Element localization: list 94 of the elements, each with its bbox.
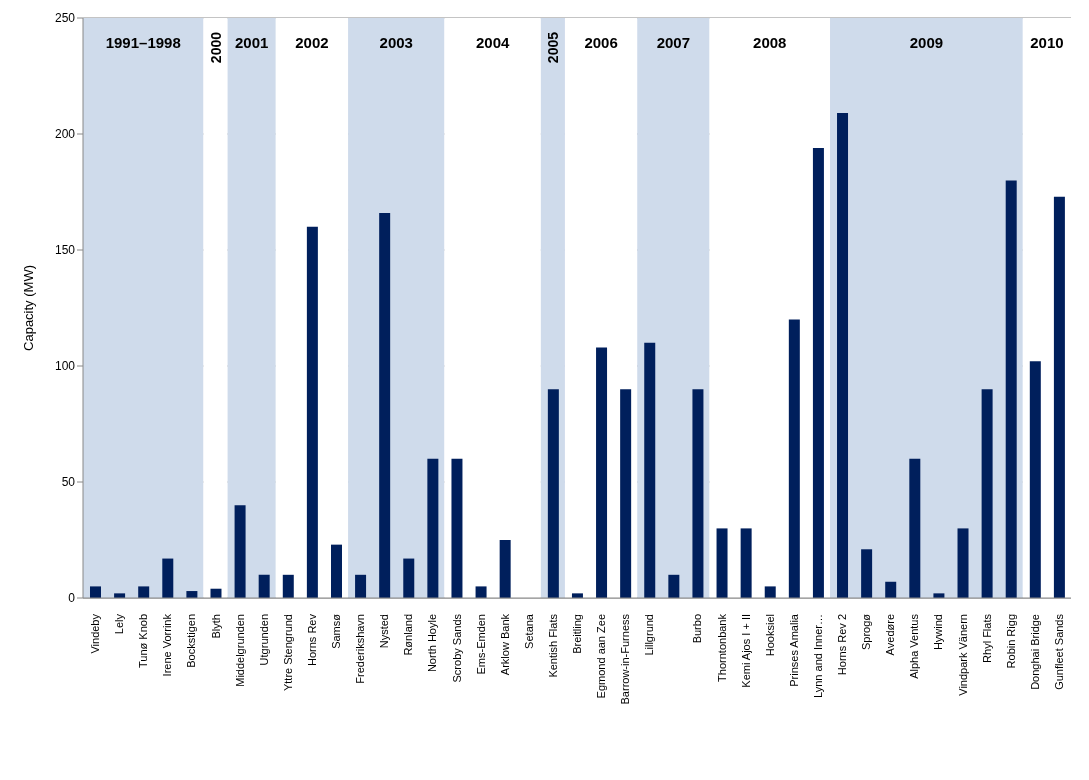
bar: [258, 574, 270, 598]
x-tick-label: Middelgrunden: [233, 614, 246, 687]
bar: [788, 319, 800, 598]
bar: [716, 528, 728, 598]
bar: [162, 558, 174, 598]
y-tick-label: 0: [68, 591, 76, 606]
bar: [596, 347, 608, 598]
x-tick-label: Hooksiel: [763, 614, 776, 657]
x-tick-label: Nysted: [378, 614, 391, 649]
band-label: 2006: [584, 34, 618, 51]
x-tick-label: Lynn and Inner…: [811, 614, 824, 698]
bar: [740, 528, 752, 598]
bar: [379, 212, 391, 598]
x-tick-label: Prinses Amalia: [787, 613, 800, 687]
band-label: 2000: [207, 31, 224, 64]
band-label: 2005: [544, 31, 561, 64]
band-label: 2010: [1030, 34, 1064, 51]
x-tick-label: Frederikshavn: [354, 614, 367, 684]
x-tick-label: Alpha Ventus: [908, 613, 921, 679]
y-tick-label: 50: [61, 475, 76, 490]
x-tick-label: Breitling: [571, 614, 583, 654]
band-label: 2008: [753, 34, 787, 51]
x-tick-label: Vindeby: [89, 613, 102, 654]
x-tick-label: Blyth: [209, 614, 222, 639]
y-tick-label: 250: [54, 11, 76, 26]
y-tick-label: 150: [54, 243, 76, 258]
x-tick-label: Egmond aan Zee: [595, 614, 608, 699]
bar: [1005, 180, 1017, 598]
bar: [451, 458, 463, 598]
y-axis-title: Capacity (MW): [20, 265, 36, 351]
band-label: 2007: [656, 34, 691, 51]
x-tick-label: Rønland: [402, 614, 415, 656]
bar: [981, 389, 993, 598]
bar: [1029, 361, 1041, 598]
x-tick-label: Ems-Emden: [474, 614, 487, 675]
bar: [90, 586, 101, 598]
bar: [499, 540, 511, 598]
x-tick-label: Avedøre: [884, 614, 897, 656]
band-label: 2001: [235, 34, 269, 51]
bar: [138, 586, 150, 598]
x-tick-label: Kentish Flats: [546, 613, 559, 678]
bar: [837, 113, 849, 598]
band-label: 1991–1998: [105, 34, 181, 51]
y-tick-label: 100: [54, 359, 76, 374]
band-label: 2003: [379, 34, 413, 51]
bar: [234, 505, 246, 598]
x-tick-label: North Hoyle: [426, 614, 439, 673]
bar: [957, 528, 969, 598]
bar: [812, 147, 824, 598]
bar: [668, 574, 680, 598]
x-tick-label: Donghai Bridge: [1028, 614, 1041, 690]
bar: [355, 574, 367, 598]
bar: [547, 389, 559, 598]
x-tick-label: Horns Rev: [305, 613, 318, 666]
band-label: 2009: [909, 34, 944, 51]
bar: [644, 342, 656, 598]
x-tick-label: Sprogø: [860, 613, 873, 651]
bar: [861, 549, 873, 598]
bar: [306, 226, 318, 598]
x-tick-label: Bockstigen: [185, 614, 198, 668]
x-tick-label: Irene Vorrink: [161, 613, 174, 677]
x-tick-label: Tunø Knob: [137, 614, 150, 669]
bar: [692, 389, 704, 598]
band-label: 2004: [475, 34, 510, 51]
x-tick-label: Barrow-in-Furness: [619, 613, 632, 705]
x-tick-label: Arklow Bank: [498, 613, 511, 676]
bar: [403, 558, 415, 598]
band-label: 2002: [295, 34, 329, 51]
x-tick-label: Samsø: [330, 613, 343, 649]
x-tick-label: Utgrunden: [257, 614, 270, 666]
x-tick-label: Gunfleet Sands: [1052, 613, 1065, 690]
x-tick-label: Burbo: [691, 614, 704, 644]
x-tick-label: Rhyl Flats: [980, 613, 993, 663]
x-tick-label: Lillgrund: [643, 614, 656, 656]
y-tick-label: 200: [54, 127, 76, 142]
x-tick-label: Lely: [113, 613, 126, 635]
bar: [1053, 196, 1065, 598]
x-tick-label: Hywind: [932, 614, 945, 651]
x-tick-label: Kemi Ajos I + II: [739, 614, 752, 688]
bar: [764, 586, 776, 598]
x-tick-label: Vindpark Vänern: [956, 614, 969, 696]
x-tick-label: Setana: [522, 613, 535, 649]
bar: [427, 458, 439, 598]
bar: [330, 544, 342, 598]
bar: [282, 574, 294, 598]
x-tick-label: Thorntonbank: [715, 613, 728, 682]
bar: [475, 586, 487, 598]
x-tick-label: Horns Rev 2: [836, 614, 849, 676]
bar: [620, 389, 632, 598]
bar: [909, 458, 921, 598]
x-tick-label: Yttre Stengrund: [281, 614, 294, 692]
x-tick-label: Scroby Sands: [450, 613, 463, 683]
x-tick-label: Robin Rigg: [1004, 614, 1017, 669]
bar: [885, 581, 897, 598]
